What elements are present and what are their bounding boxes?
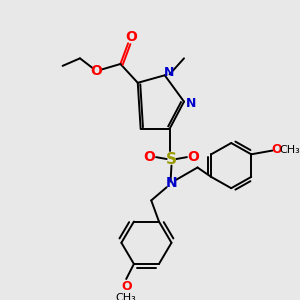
Text: O: O	[121, 280, 131, 293]
Text: O: O	[125, 30, 137, 44]
Text: O: O	[90, 64, 102, 78]
Text: CH₃: CH₃	[279, 145, 300, 154]
Text: O: O	[188, 150, 200, 164]
Text: CH₃: CH₃	[116, 293, 136, 300]
Text: N: N	[186, 97, 196, 110]
Text: N: N	[166, 176, 177, 190]
Text: O: O	[143, 150, 155, 164]
Text: N: N	[164, 66, 175, 79]
Text: S: S	[166, 152, 177, 166]
Text: O: O	[271, 143, 282, 156]
